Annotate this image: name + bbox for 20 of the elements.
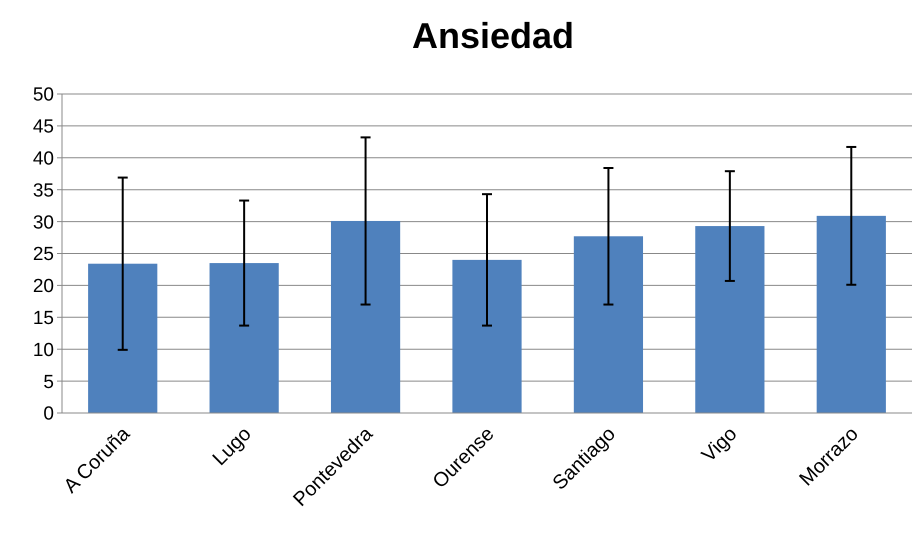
chart-title: Ansiedad: [412, 15, 574, 56]
bar: [330, 220, 400, 413]
y-tick-label: 45: [32, 116, 54, 138]
x-tick-label: Vigo: [698, 422, 742, 467]
y-tick-label: 0: [43, 404, 54, 425]
y-tick-label: 50: [32, 84, 54, 106]
y-tick-label: 25: [32, 244, 54, 266]
bar: [210, 263, 279, 413]
bar: [452, 260, 522, 413]
bar: [695, 226, 764, 413]
bar: [574, 236, 644, 413]
y-tick-label: 10: [32, 340, 54, 361]
bar: [816, 216, 886, 413]
y-tick-label: 35: [32, 180, 54, 202]
y-tick-label: 5: [43, 372, 54, 393]
bar: [88, 264, 158, 413]
y-tick-label: 20: [32, 276, 54, 298]
y-tick-label: 40: [32, 148, 54, 170]
y-tick-label: 15: [32, 308, 54, 329]
y-tick-label: 30: [32, 212, 54, 234]
